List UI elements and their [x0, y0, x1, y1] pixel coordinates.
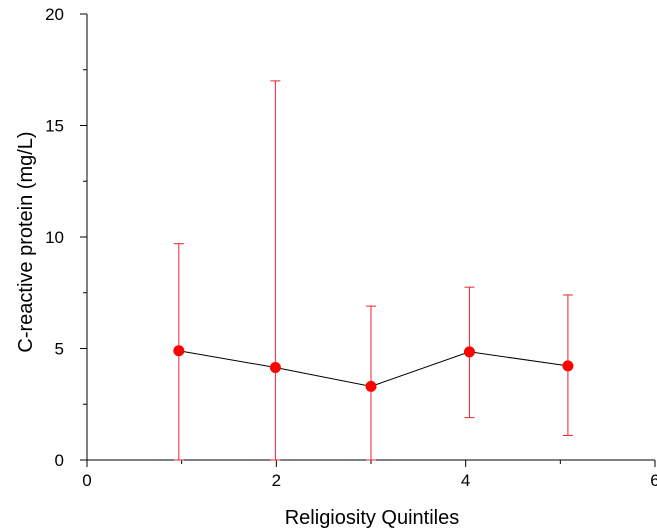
x-tick-label: 0 [82, 471, 91, 490]
x-axis-title: Religiosity Quintiles [285, 507, 460, 529]
data-point [562, 360, 574, 372]
x-ticks: 0 2 4 6 [82, 460, 657, 490]
y-tick-label: 20 [45, 5, 64, 24]
data-point [365, 380, 377, 392]
connecting-line [178, 350, 568, 387]
error-bars [173, 80, 573, 461]
x-tick-label: 2 [272, 471, 281, 490]
series-line [178, 350, 568, 387]
data-point [269, 361, 281, 373]
y-tick-label: 15 [45, 117, 64, 136]
y-tick-label: 10 [45, 228, 64, 247]
y-tick-label: 0 [55, 451, 64, 470]
data-points [173, 345, 574, 392]
x-tick-label: 6 [650, 471, 657, 490]
x-tick-label: 4 [461, 471, 470, 490]
data-point [463, 346, 475, 358]
data-point [173, 345, 185, 357]
y-tick-label: 5 [55, 340, 64, 359]
y-ticks: 0 5 10 15 20 [45, 5, 87, 470]
y-axis-title: C-reactive protein (mg/L) [15, 131, 37, 352]
